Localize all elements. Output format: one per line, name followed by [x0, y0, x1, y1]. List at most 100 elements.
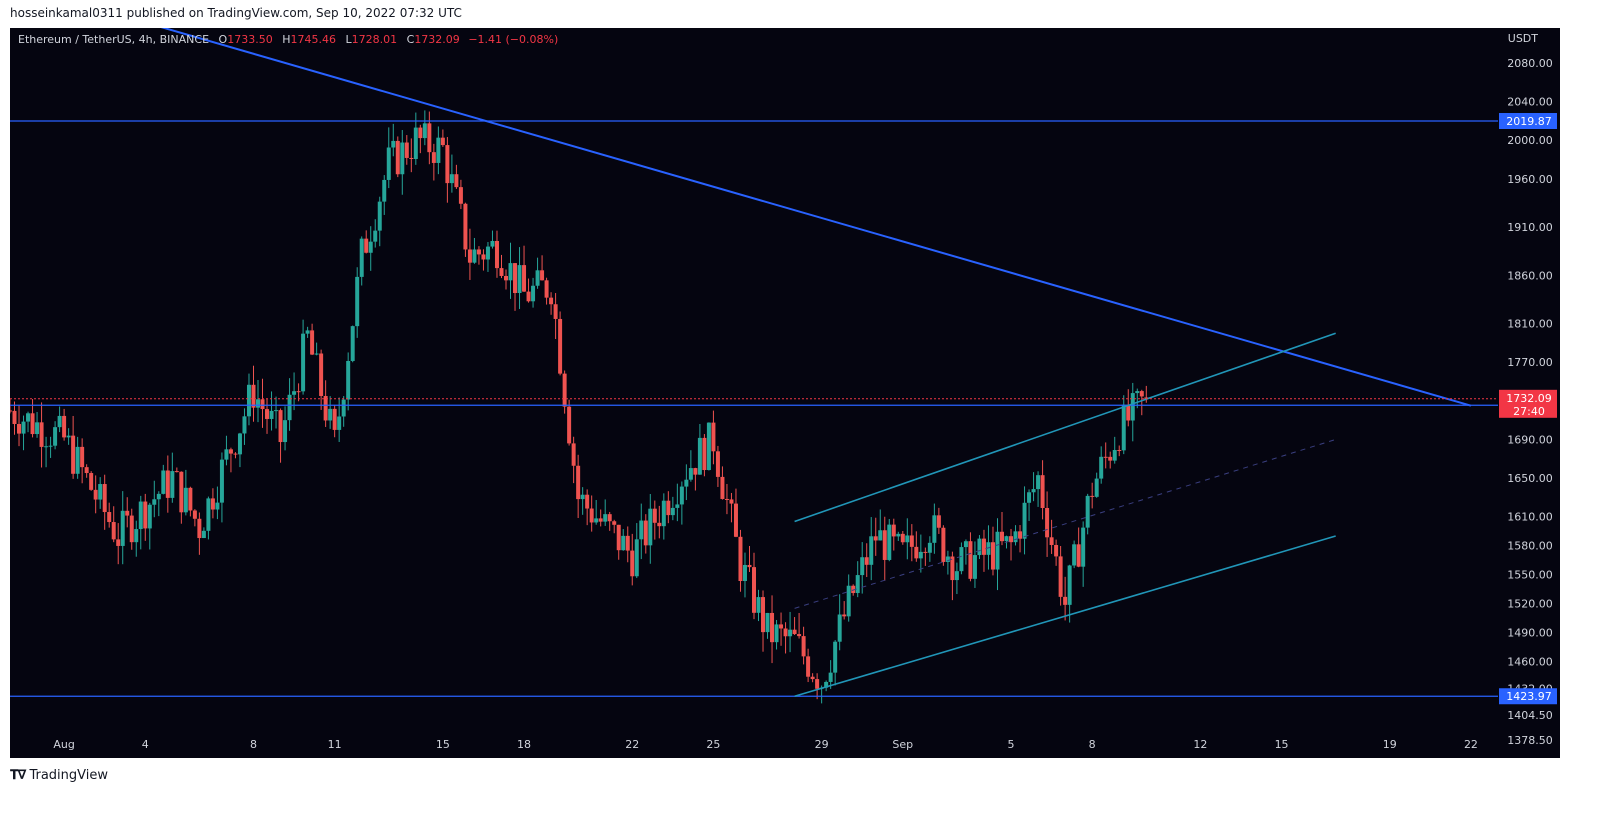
- candle-body: [833, 641, 838, 673]
- candle-body: [571, 443, 576, 466]
- candle-body: [873, 536, 878, 541]
- candle-body: [147, 504, 152, 529]
- tradingview-logo[interactable]: 𝐓∇ TradingView: [10, 768, 108, 783]
- candle-body: [57, 415, 62, 428]
- candle-body: [174, 471, 179, 473]
- candle-body: [400, 142, 405, 175]
- candle-body: [1045, 507, 1050, 538]
- candle-body: [711, 422, 716, 452]
- candle-body: [1022, 502, 1027, 539]
- candle-body: [936, 515, 941, 528]
- price-tick-label: 1650.00: [1507, 472, 1553, 485]
- level-price-badge: [1499, 688, 1557, 705]
- candle-body: [143, 501, 148, 529]
- candle-body: [269, 410, 274, 419]
- tradingview-mark-icon: 𝐓∇: [10, 768, 26, 783]
- candle-body: [598, 518, 603, 522]
- candle-body: [567, 406, 572, 444]
- candle-body: [603, 514, 608, 522]
- change-value: −1.41 (−0.08%): [468, 33, 559, 46]
- candle-body: [80, 446, 85, 468]
- candle-body: [589, 508, 594, 523]
- candle-body: [990, 542, 995, 570]
- candles-group: [10, 110, 1149, 704]
- current-price-badge: [1499, 389, 1557, 418]
- time-tick-label: 18: [517, 738, 531, 751]
- candle-body: [860, 557, 865, 576]
- low-label: L: [345, 33, 352, 46]
- price-tick-label: 1860.00: [1507, 269, 1553, 282]
- candle-body: [1126, 404, 1131, 421]
- candle-body: [986, 542, 991, 555]
- price-tick-label: 1550.00: [1507, 569, 1553, 582]
- candle-body: [639, 520, 644, 540]
- candle-body: [607, 514, 612, 522]
- candle-body: [292, 391, 297, 395]
- candle-body: [242, 416, 247, 434]
- candle-body: [467, 249, 472, 263]
- candle-body: [562, 373, 567, 407]
- candle-body: [1072, 544, 1077, 566]
- candle-body: [427, 123, 432, 153]
- time-tick-label: 11: [328, 738, 342, 751]
- candle-body: [783, 628, 788, 637]
- candle-body: [458, 187, 463, 204]
- candle-body: [53, 427, 58, 446]
- candle-body: [206, 498, 211, 531]
- chart-pane[interactable]: Ethereum / TetherUS, 4h, BINANCE O1733.5…: [10, 28, 1560, 758]
- candle-body: [1130, 393, 1135, 421]
- candle-body: [395, 140, 400, 175]
- candle-body: [296, 391, 301, 393]
- candle-body: [630, 550, 635, 577]
- price-tick-label: 1378.50: [1507, 734, 1553, 747]
- candle-body: [404, 142, 409, 158]
- candle-body: [39, 422, 44, 447]
- candle-body: [328, 408, 333, 421]
- candle-body: [1049, 537, 1054, 545]
- candle-body: [535, 270, 540, 286]
- candle-body: [981, 538, 986, 555]
- candle-body: [666, 500, 671, 516]
- candle-body: [1076, 544, 1081, 567]
- candle-body: [35, 422, 40, 435]
- candle-body: [882, 530, 887, 560]
- candle-body: [192, 510, 197, 519]
- candle-body: [260, 399, 265, 410]
- price-tick-label: 1690.00: [1507, 433, 1553, 446]
- candle-body: [440, 137, 445, 146]
- candle-body: [648, 508, 653, 546]
- price-tick-label: 1960.00: [1507, 173, 1553, 186]
- candle-body: [44, 446, 49, 448]
- candle-body: [409, 157, 414, 160]
- candle-body: [945, 556, 950, 562]
- candle-body: [355, 276, 360, 327]
- candle-body: [1103, 456, 1108, 458]
- candle-body: [995, 531, 1000, 570]
- candle-body: [224, 449, 229, 460]
- candle-body: [887, 524, 892, 560]
- candle-body: [436, 137, 441, 163]
- candle-body: [373, 230, 378, 242]
- candle-body: [950, 556, 955, 581]
- candle-body: [504, 275, 508, 281]
- time-tick-label: 19: [1383, 738, 1397, 751]
- candle-body: [382, 179, 387, 202]
- candle-body: [869, 536, 874, 565]
- candle-body: [896, 533, 901, 537]
- candle-body: [959, 547, 964, 572]
- candle-body: [445, 145, 450, 184]
- candle-body: [499, 268, 504, 276]
- candle-body: [62, 415, 67, 438]
- channel-lower-line: [794, 535, 1336, 698]
- candle-body: [792, 629, 797, 635]
- candle-body: [761, 597, 766, 633]
- candle-body: [75, 446, 80, 474]
- close-label: C: [406, 33, 415, 46]
- price-tick-label: 1810.00: [1507, 318, 1553, 331]
- price-tick-label: 1770.00: [1507, 356, 1553, 369]
- candle-body: [824, 681, 829, 688]
- candle-body: [364, 238, 369, 253]
- price-chart[interactable]: 2080.00 2040.00 2000.00 1960.00 1910.00 1860.…: [10, 28, 1560, 758]
- level-price-label: 1423.97: [1506, 690, 1552, 703]
- candle-body: [508, 263, 513, 281]
